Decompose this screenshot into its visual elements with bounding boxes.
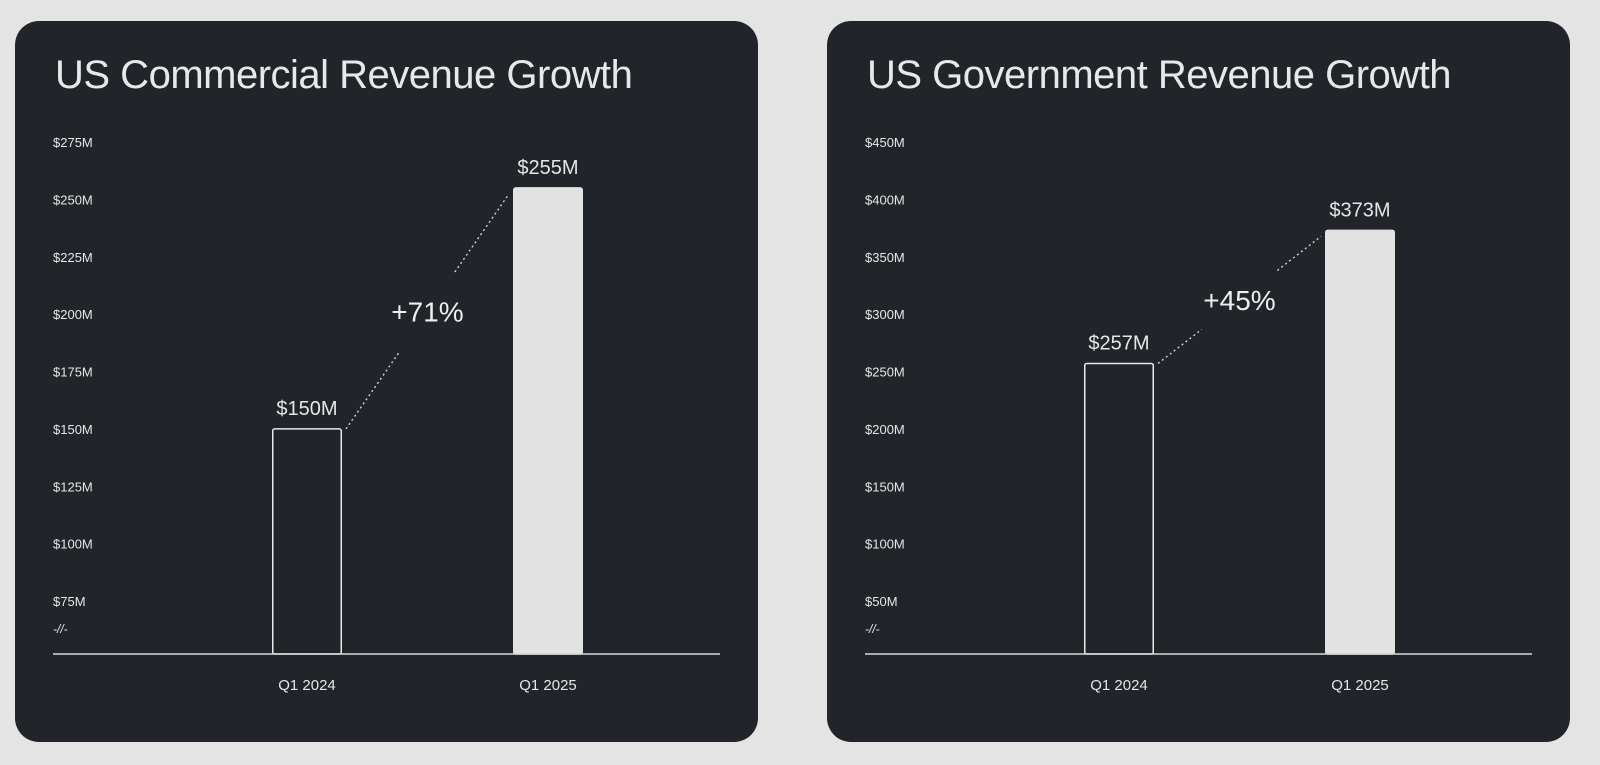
commercial-y-tick-label: $150M	[53, 422, 93, 437]
government-revenue-chart: $50M $100M $150M $200M $250M $300M $350M $400M $…	[865, 135, 1532, 694]
government-y-tick-label: $300M	[865, 307, 905, 322]
government-axis-break-marker: -//-	[865, 622, 880, 636]
government-chart-title: US Government Revenue Growth	[867, 53, 1452, 97]
government-y-tick-label: $400M	[865, 192, 905, 207]
commercial-y-tick-label: $250M	[53, 192, 93, 207]
commercial-axis-break-marker: -//-	[53, 622, 68, 636]
commercial-y-tick-label: $275M	[53, 135, 93, 150]
government-x-tick-label: Q1 2025	[1331, 677, 1389, 694]
government-bar-q1-2024	[1084, 362, 1154, 655]
government-revenue-panel: US Government Revenue Growth $50M $100M $1…	[827, 21, 1570, 742]
commercial-growth-connector-upper	[454, 193, 510, 273]
government-value-label: $373M	[1329, 199, 1390, 221]
commercial-revenue-chart: $75M $100M $125M $150M $175M $200M $225M $250M $…	[53, 135, 720, 694]
commercial-value-label: $150M	[276, 398, 337, 420]
commercial-y-tick-label: $200M	[53, 307, 93, 322]
commercial-chart-title: US Commercial Revenue Growth	[55, 53, 633, 97]
commercial-revenue-panel: US Commercial Revenue Growth $75M $100M $1…	[15, 21, 758, 742]
government-bar-q1-2025	[1325, 229, 1395, 655]
government-y-tick-label: $100M	[865, 537, 905, 552]
government-value-label: $257M	[1088, 332, 1149, 354]
commercial-value-label: $255M	[517, 157, 578, 179]
commercial-x-tick-label: Q1 2025	[519, 677, 577, 694]
government-growth-connector-lower	[1157, 328, 1203, 365]
government-y-tick-label: $250M	[865, 365, 905, 380]
government-y-tick-label: $450M	[865, 135, 905, 150]
commercial-y-tick-label: $100M	[53, 537, 93, 552]
government-y-tick-label: $200M	[865, 422, 905, 437]
commercial-growth-connector-lower	[345, 350, 401, 430]
commercial-x-tick-label: Q1 2024	[278, 677, 336, 694]
commercial-bar-q1-2024	[272, 428, 342, 655]
commercial-y-tick-label: $75M	[53, 594, 86, 609]
commercial-y-tick-label: $125M	[53, 479, 93, 494]
government-y-tick-label: $50M	[865, 594, 898, 609]
commercial-bar-q1-2025	[513, 187, 583, 655]
commercial-y-tick-label: $175M	[53, 365, 93, 380]
government-growth-label: +45%	[1203, 285, 1275, 316]
government-y-tick-label: $350M	[865, 250, 905, 265]
commercial-y-tick-label: $225M	[53, 250, 93, 265]
government-x-tick-label: Q1 2024	[1090, 677, 1148, 694]
government-y-tick-label: $150M	[865, 479, 905, 494]
commercial-growth-label: +71%	[391, 296, 463, 327]
government-growth-connector-upper	[1276, 235, 1322, 271]
